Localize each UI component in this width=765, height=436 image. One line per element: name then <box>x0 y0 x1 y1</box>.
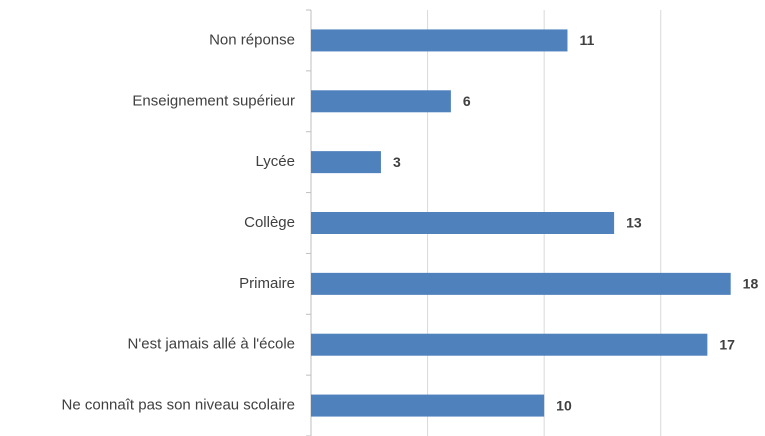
bar <box>311 333 708 356</box>
bar <box>311 90 451 113</box>
data-label: 10 <box>556 397 572 413</box>
data-label: 11 <box>579 32 594 48</box>
y-tick-label: Lycée <box>256 153 295 170</box>
y-tick-label: Enseignement supérieur <box>132 92 295 109</box>
y-tick-label: Primaire <box>239 275 295 292</box>
data-label: 6 <box>463 93 471 109</box>
y-tick-label: Non réponse <box>209 31 295 48</box>
y-tick-label: Ne connaît pas son niveau scolaire <box>62 397 295 414</box>
bar <box>311 272 731 295</box>
data-label: 3 <box>393 154 401 170</box>
y-tick-label: N'est jamais allé à l'école <box>128 336 295 353</box>
data-label: 13 <box>626 215 642 231</box>
bar <box>311 394 545 417</box>
data-label: 18 <box>743 276 759 292</box>
data-label: 17 <box>719 336 735 352</box>
y-tick-label: Collège <box>244 214 295 231</box>
bar <box>311 151 381 174</box>
bar <box>311 29 568 52</box>
bar <box>311 212 615 234</box>
